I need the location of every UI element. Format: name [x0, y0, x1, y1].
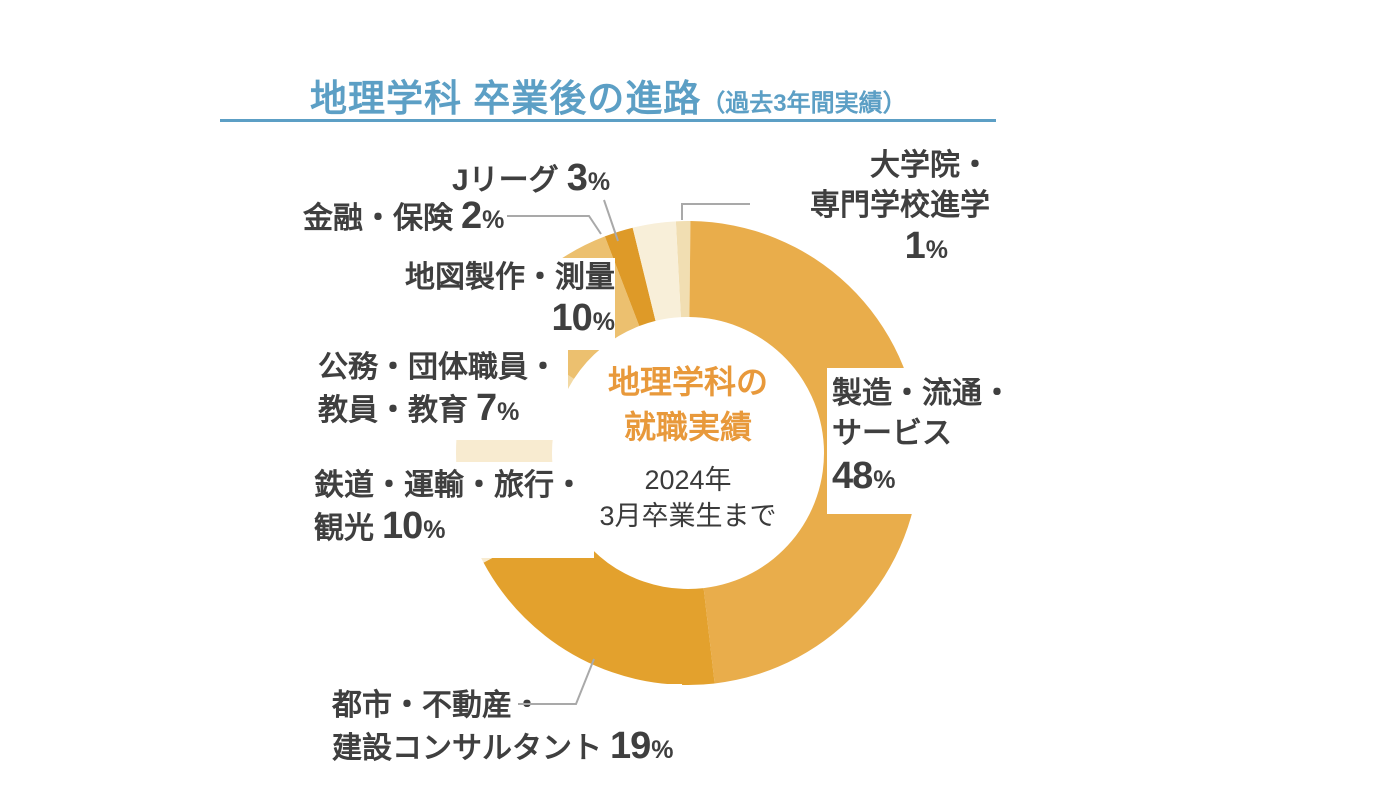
donut-center: 地理学科の 就職実績 2024年 3月卒業生まで: [508, 360, 868, 534]
label-railway-travel: 鉄道・運輸・旅行・ 観光 10%: [308, 462, 594, 558]
urban-construction-percent-sign: %: [651, 736, 674, 764]
public-service-value: 7: [476, 387, 497, 429]
title-underline: [220, 119, 996, 122]
label-mapmaking: 地図製作・測量 10%: [400, 258, 615, 350]
label-public-service-line2: 教員・教育: [318, 394, 468, 427]
slice-2: [483, 517, 715, 685]
label-railway-travel-line2: 観光: [314, 512, 374, 545]
page-title-note: （過去3年間実績）: [701, 90, 907, 117]
urban-construction-value: 19: [610, 725, 651, 767]
railway-travel-percent-sign: %: [423, 516, 446, 544]
label-mapmaking-line1: 地図製作・測量: [405, 261, 615, 294]
label-urban-construction-line1: 都市・不動産・: [332, 689, 542, 722]
manufacturing-value: 48: [832, 455, 873, 497]
label-jleague: Jリーグ 3%: [452, 158, 610, 206]
label-grad-school-line1: 大学院・: [870, 149, 990, 182]
slice-1: [689, 221, 920, 684]
page-title-row: 地理学科 卒業後の進路 （過去3年間実績）: [310, 68, 907, 122]
slice-7: [632, 221, 681, 321]
mapmaking-value: 10: [551, 297, 592, 339]
finance-percent-sign: %: [482, 206, 505, 234]
grad-school-value: 1: [904, 225, 926, 267]
label-railway-travel-line1: 鉄道・運輸・旅行・: [314, 469, 584, 502]
jleague-value: 3: [566, 157, 588, 199]
label-finance: 金融・保険 2%: [303, 196, 504, 244]
label-grad-school: 大学院・ 専門学校進学 1%: [700, 146, 990, 274]
railway-travel-value: 10: [382, 505, 423, 547]
page-title: 地理学科 卒業後の進路: [310, 78, 702, 119]
grad-school-percent-sign: %: [925, 236, 948, 264]
label-jleague-text: Jリーグ: [452, 164, 559, 197]
label-public-service-line1: 公務・団体職員・: [318, 351, 558, 384]
slice-6: [604, 227, 656, 327]
slice-0: [675, 221, 691, 318]
public-service-percent-sign: %: [497, 398, 520, 426]
donut-center-subtitle-line1: 2024年: [644, 465, 732, 495]
label-manufacturing-line1: 製造・流通・: [832, 377, 1012, 410]
mapmaking-percent-sign: %: [592, 308, 615, 336]
jleague-percent-sign: %: [587, 168, 611, 196]
label-urban-construction-line2: 建設コンサルタント: [332, 732, 602, 765]
label-urban-construction: 都市・不動産・ 建設コンサルタント 19%: [326, 684, 682, 778]
donut-center-title-line1: 地理学科の: [607, 364, 768, 400]
donut-center-title-line2: 就職実績: [623, 409, 752, 445]
donut-center-subtitle-line2: 3月卒業生まで: [599, 501, 777, 531]
label-manufacturing-line2: サービス: [832, 417, 952, 450]
label-grad-school-line2: 専門学校進学: [810, 189, 990, 222]
finance-value: 2: [461, 195, 482, 237]
label-finance-text: 金融・保険: [303, 202, 453, 235]
label-manufacturing: 製造・流通・ サービス 48%: [827, 368, 1024, 514]
manufacturing-percent-sign: %: [873, 466, 896, 494]
label-public-service: 公務・団体職員・ 教員・教育 7%: [312, 344, 568, 440]
